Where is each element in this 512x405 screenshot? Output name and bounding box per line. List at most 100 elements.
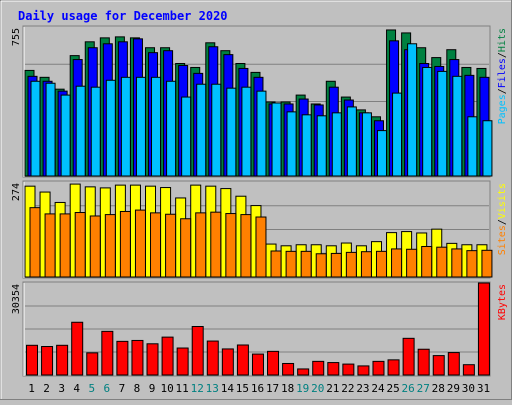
x-tick-label: 14 — [221, 382, 235, 395]
x-tick-label: 16 — [251, 382, 264, 395]
x-tick-label: 23 — [356, 382, 369, 395]
bar-kbytes — [417, 348, 430, 376]
x-tick-label: 18 — [281, 382, 294, 395]
legend: KBytes — [497, 284, 508, 320]
bar-kbytes — [146, 343, 159, 376]
bar-sites — [225, 213, 237, 278]
bar-kbytes — [402, 337, 415, 376]
bar-kbytes — [56, 344, 69, 376]
bar-sites — [421, 245, 433, 278]
bar-sites — [165, 213, 177, 278]
bar-sites — [375, 250, 387, 278]
bar-pages — [361, 112, 372, 177]
bar-kbytes — [282, 362, 295, 376]
x-tick-label: 2 — [43, 382, 50, 395]
bar-sites — [180, 218, 192, 278]
bar-sites — [300, 250, 312, 278]
bar-kbytes — [372, 360, 385, 376]
legend: Pages/Files/Hits — [497, 28, 508, 124]
x-tick-label: 31 — [477, 382, 490, 395]
x-tick-label: 6 — [104, 382, 111, 395]
bar-kbytes — [176, 347, 189, 376]
bar-pages — [60, 94, 71, 177]
x-tick-label: 12 — [191, 382, 204, 395]
bar-kbytes — [41, 346, 54, 376]
bar-pages — [407, 43, 418, 177]
bar-kbytes — [432, 355, 445, 376]
bar-kbytes — [71, 321, 84, 376]
bar-sites — [195, 212, 207, 278]
bar-sites — [330, 252, 342, 278]
bar-pages — [181, 96, 192, 177]
y-max-label: 274 — [11, 183, 22, 201]
bar-sites — [451, 248, 463, 278]
legend-separator: / — [497, 52, 508, 58]
bar-sites — [104, 214, 116, 278]
bar-kbytes — [327, 362, 340, 376]
bar-sites — [481, 249, 493, 278]
x-tick-label: 13 — [206, 382, 219, 395]
bar-sites — [406, 248, 418, 278]
bar-sites — [391, 248, 403, 278]
bar-sites — [360, 251, 372, 278]
x-tick-label: 27 — [417, 382, 430, 395]
bar-sites — [315, 253, 327, 278]
x-tick-label: 4 — [73, 382, 80, 395]
panel-middle: 274 Sites/Visits — [11, 180, 508, 279]
bar-pages — [166, 80, 177, 177]
bar-sites — [74, 212, 86, 278]
x-tick-label: 5 — [88, 382, 95, 395]
x-tick-label: 8 — [134, 382, 141, 395]
x-tick-label: 21 — [326, 382, 339, 395]
x-tick-label: 17 — [266, 382, 279, 395]
x-axis: 1 2 3 4 5 6 7 8 9 10 11 12 13 14 15 16 17 18 19 20 21 22 23 24 2… — [28, 382, 490, 395]
x-tick-label: 7 — [119, 382, 126, 395]
bar-pages — [452, 75, 463, 177]
x-tick-label: 9 — [149, 382, 156, 395]
x-tick-label: 25 — [386, 382, 399, 395]
bar-pages — [90, 86, 101, 177]
x-tick-label: 3 — [58, 382, 65, 395]
x-tick-label: 20 — [311, 382, 324, 395]
bar-kbytes — [357, 365, 370, 376]
bar-pages — [437, 70, 448, 177]
bar-kbytes — [297, 368, 310, 376]
bar-kbytes — [312, 360, 325, 376]
bar-pages — [196, 83, 207, 177]
y-max-label: 30354 — [11, 284, 22, 314]
bar-sites — [436, 246, 448, 278]
bar-pages — [331, 112, 342, 177]
bar-kbytes — [131, 339, 144, 376]
bar-sites — [270, 250, 282, 278]
bar-kbytes — [236, 344, 249, 376]
bar-kbytes — [477, 282, 490, 376]
bar-sites — [59, 213, 71, 278]
legend-entry-visits: Visits — [497, 183, 508, 219]
bar-kbytes — [342, 363, 355, 376]
legend-entry-hits: Hits — [497, 28, 508, 52]
legend-separator: / — [497, 219, 508, 225]
bar-pages — [316, 115, 327, 177]
x-tick-label: 1 — [28, 382, 35, 395]
bar-sites — [29, 207, 41, 278]
x-tick-label: 28 — [432, 382, 445, 395]
bar-kbytes — [86, 352, 99, 376]
bar-kbytes — [161, 336, 174, 376]
bar-pages — [392, 92, 403, 177]
legend: Sites/Visits — [497, 183, 508, 255]
bar-sites — [240, 214, 252, 278]
bar-kbytes — [387, 359, 400, 376]
x-tick-label: 24 — [371, 382, 385, 395]
bar-sites — [466, 250, 478, 278]
x-tick-label: 26 — [402, 382, 415, 395]
bar-kbytes — [101, 330, 114, 376]
bar-pages — [120, 76, 131, 177]
legend-entry-sites: Sites — [497, 225, 508, 255]
bar-pages — [226, 87, 237, 177]
bar-pages — [346, 106, 357, 177]
bar-sites — [44, 213, 56, 278]
bar-pages — [271, 102, 282, 177]
bar-pages — [75, 85, 86, 177]
